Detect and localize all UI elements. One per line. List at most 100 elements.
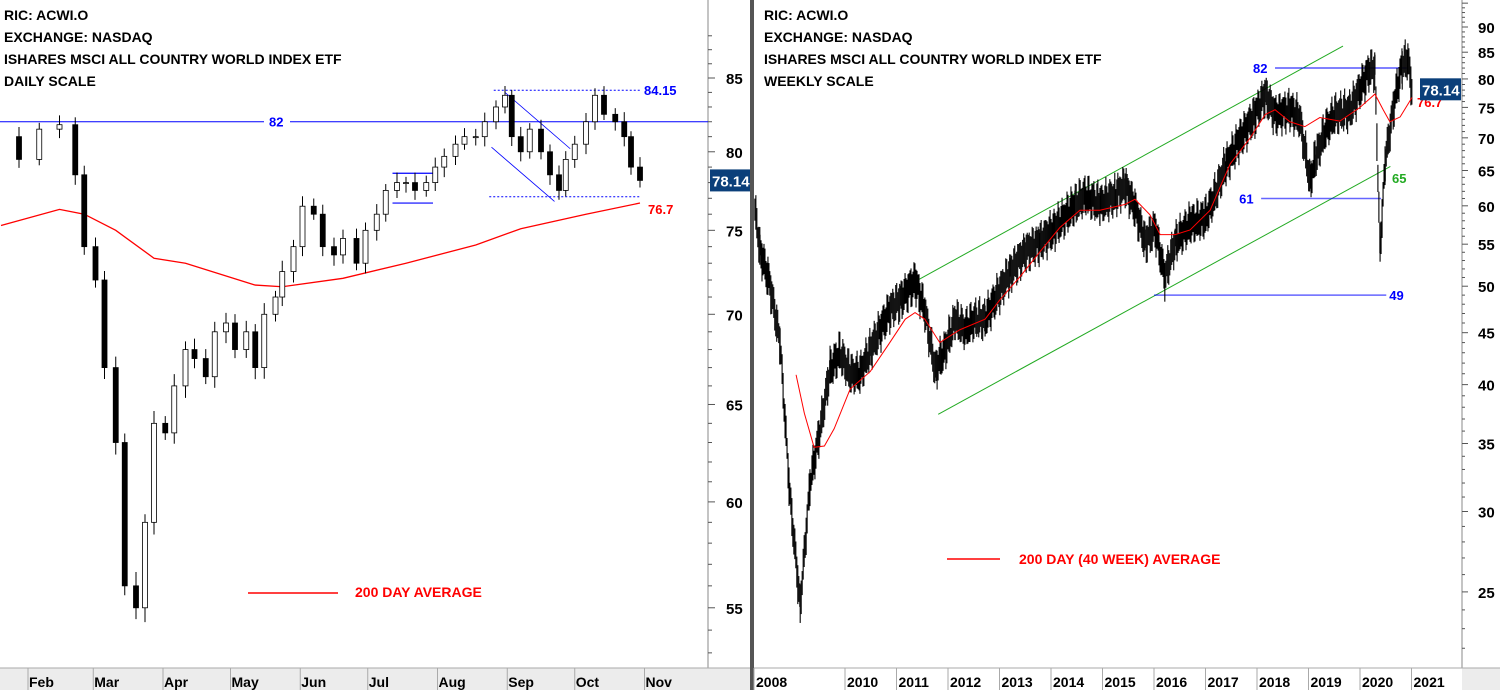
y-tick-label: 50 [1478, 279, 1495, 296]
ma-value-label: 76.7 [648, 202, 673, 217]
y-tick-label: 85 [726, 71, 743, 88]
y-tick-label: 65 [1478, 164, 1495, 181]
candle [353, 228, 360, 271]
candle [547, 144, 553, 185]
candle-body [362, 229, 369, 264]
channel-upper-line [899, 45, 1344, 291]
candle [508, 89, 515, 147]
candle [637, 157, 643, 188]
y-tick-label: 40 [1478, 378, 1495, 395]
candle-body [232, 322, 238, 350]
candle [571, 135, 578, 168]
candle [423, 175, 430, 197]
candle-body [472, 136, 479, 139]
candle-body [373, 213, 380, 231]
candle [452, 135, 459, 165]
candle-body [432, 166, 439, 183]
candle [538, 119, 544, 160]
candle [592, 88, 598, 130]
candle [232, 314, 238, 359]
candle-body [394, 182, 400, 191]
candle [562, 151, 569, 197]
candle-body [571, 143, 578, 160]
instrument-name: ISHARES MSCI ALL COUNTRY WORLD INDEX ETF [4, 51, 342, 67]
y-tick-label: 80 [1478, 72, 1495, 89]
x-tick-label: 2014 [1053, 674, 1084, 690]
candle-body [81, 174, 88, 248]
candle-body [562, 159, 569, 191]
candle-body [243, 331, 250, 350]
x-tick-label: 2018 [1259, 674, 1290, 690]
channel-line [504, 92, 571, 150]
candle [493, 100, 499, 130]
candle [16, 126, 22, 168]
last-price-tag [710, 169, 750, 192]
candle [133, 572, 139, 620]
y-tick-label: 75 [1478, 100, 1495, 117]
candle-body [461, 136, 468, 145]
x-tick-label: 2010 [847, 674, 878, 690]
y-tick-label: 60 [1478, 199, 1495, 216]
candle-body [340, 238, 346, 256]
y-tick-label: 60 [726, 495, 743, 512]
candle [517, 126, 524, 162]
level-label-82: 82 [1253, 61, 1267, 76]
candle-body [637, 166, 643, 181]
candle-body [142, 521, 148, 609]
x-tick-label: Apr [164, 674, 189, 690]
candle-body [151, 422, 157, 523]
candle-body [353, 238, 360, 264]
candle [290, 239, 297, 283]
candle-body [526, 128, 533, 153]
candle [261, 303, 268, 379]
x-tick-label: 2019 [1311, 674, 1342, 690]
candle [56, 115, 63, 139]
x-tick-label: Aug [439, 674, 466, 690]
y-tick-label: 70 [1478, 131, 1495, 148]
candle-body [517, 136, 524, 153]
x-tick-label: 2008 [756, 674, 787, 690]
y-tick-label: 90 [1478, 20, 1495, 37]
candle [403, 176, 409, 193]
x-tick-label: Oct [576, 674, 600, 690]
candle-body [423, 182, 430, 191]
weekly-chart-header: RIC: ACWI.O EXCHANGE: NASDAQ ISHARES MSC… [764, 4, 1102, 92]
candle-body [403, 182, 409, 184]
candle-body [279, 271, 286, 298]
candle [182, 341, 189, 398]
candle-body [290, 246, 297, 272]
candle-body [191, 349, 198, 359]
candle [121, 433, 128, 596]
y-tick-label: 25 [1478, 585, 1495, 602]
resistance-label: 82 [269, 115, 283, 130]
candle [441, 148, 448, 178]
scale-label: WEEKLY SCALE [764, 73, 874, 89]
candle [81, 165, 88, 255]
x-tick-label: 2020 [1362, 674, 1393, 690]
candle [252, 324, 259, 380]
x-tick-label: Feb [29, 674, 54, 690]
candle-body [272, 296, 279, 315]
candle [211, 321, 218, 388]
candle-body [72, 124, 79, 176]
candle [243, 320, 250, 358]
y-tick-label: 85 [1478, 45, 1495, 62]
ric-label: RIC: ACWI.O [764, 7, 849, 23]
y-tick-label: 70 [726, 307, 743, 324]
legend-ma-label: 200 DAY AVERAGE [355, 584, 482, 600]
candle-body [592, 94, 598, 123]
x-tick-label: Mar [94, 674, 119, 690]
candle [92, 237, 99, 288]
candle-body [319, 213, 326, 248]
candle [299, 196, 306, 257]
x-tick-label: 2013 [1002, 674, 1033, 690]
level-label-49: 49 [1389, 288, 1403, 303]
high-label: 84.15 [644, 83, 677, 98]
candle-body [481, 121, 488, 138]
y-tick-label: 65 [726, 397, 743, 414]
candle [432, 157, 439, 192]
candle [502, 85, 508, 114]
y-tick-label: 45 [1478, 326, 1495, 343]
candle [272, 290, 279, 322]
